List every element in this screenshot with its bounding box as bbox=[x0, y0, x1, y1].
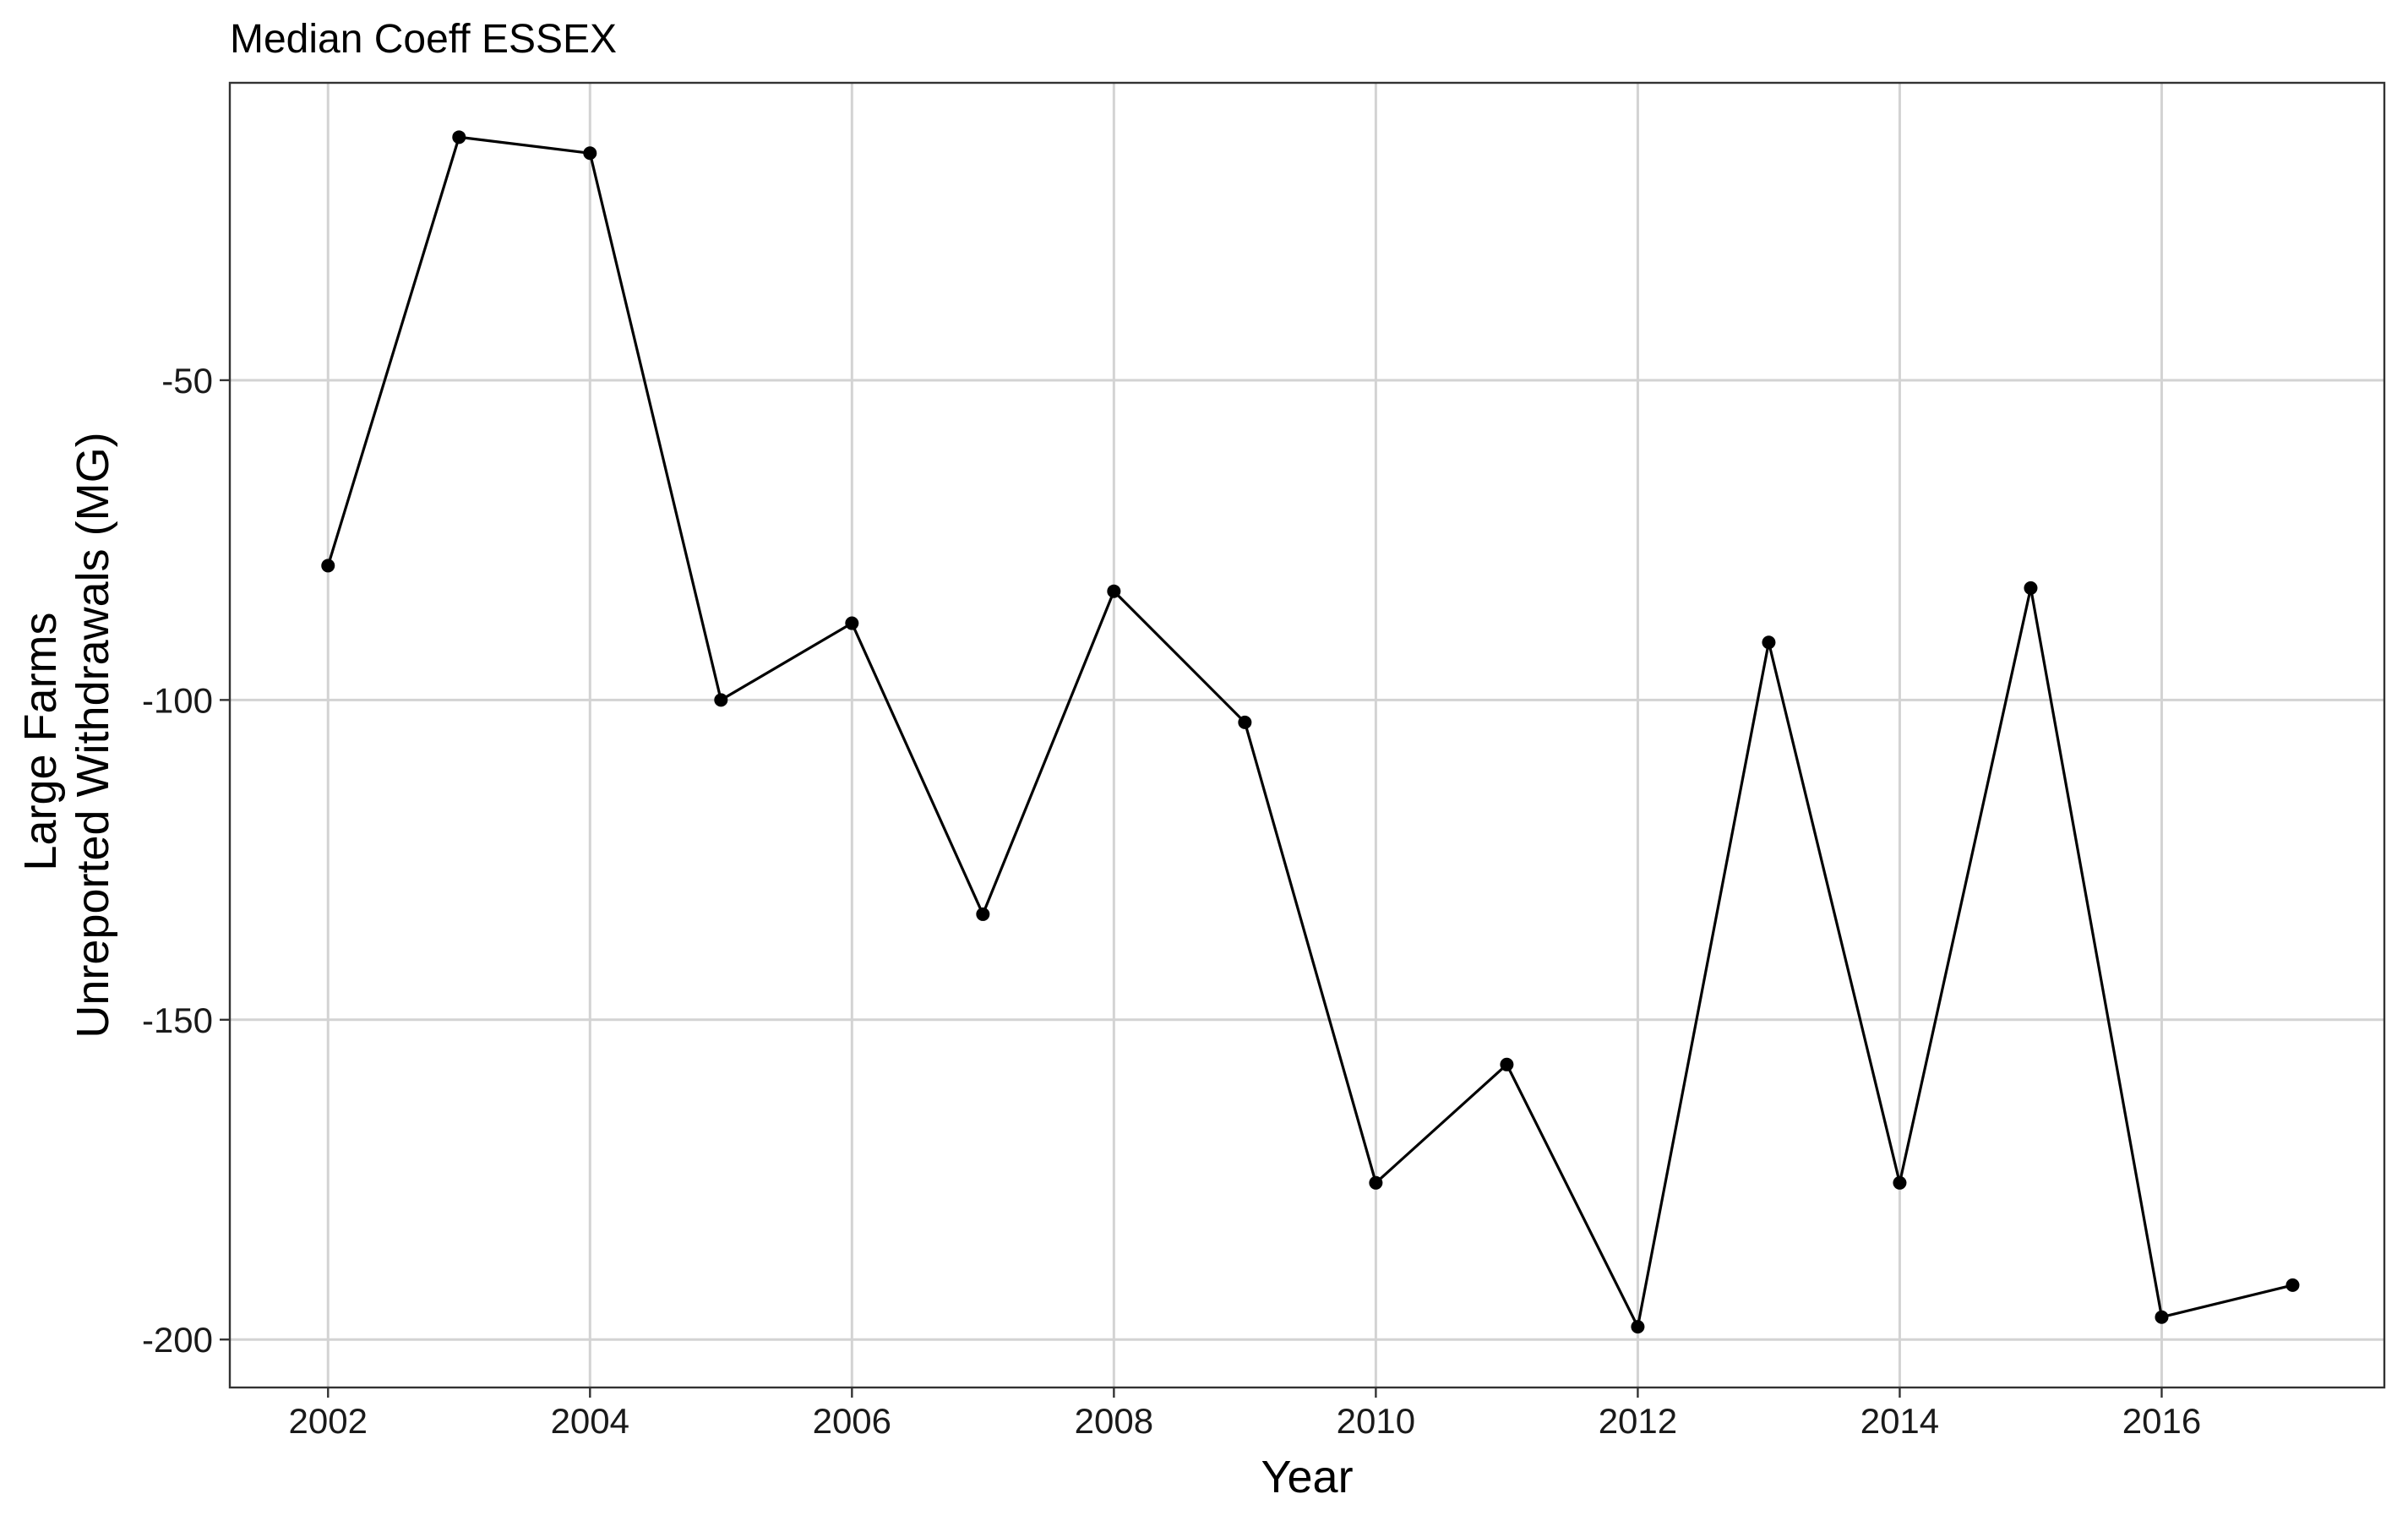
x-tick-label: 2004 bbox=[551, 1401, 629, 1441]
axes: 2002 2004 2006 2008 2010 2012 2014 2016 -200 -150… bbox=[142, 361, 2201, 1441]
data-point bbox=[2024, 581, 2038, 595]
y-axis-title-line-2: Unreported Withdrawals (MG) bbox=[68, 432, 118, 1038]
y-axis-title: Large Farms Unreported Withdrawals (MG) bbox=[15, 432, 118, 1038]
chart-title: Median Coeff ESSEX bbox=[230, 17, 617, 62]
x-tick-label: 2012 bbox=[1599, 1401, 1677, 1441]
data-point bbox=[321, 559, 335, 573]
data-point bbox=[1500, 1057, 1514, 1071]
data-point bbox=[845, 616, 859, 630]
x-tick-label: 2002 bbox=[289, 1401, 368, 1441]
data-point bbox=[2155, 1310, 2169, 1324]
data-point bbox=[1238, 715, 1252, 729]
grid bbox=[230, 83, 2384, 1387]
data-point bbox=[1762, 635, 1776, 650]
data-point bbox=[976, 907, 990, 921]
data-line bbox=[326, 135, 2293, 1332]
x-axis-title: Year bbox=[1261, 1452, 1353, 1502]
x-tick-label: 2008 bbox=[1075, 1401, 1153, 1441]
plot-panel bbox=[228, 81, 2386, 1389]
y-tick-label: -100 bbox=[142, 680, 213, 720]
y-tick-label: -50 bbox=[161, 361, 213, 401]
x-tick-label: 2016 bbox=[2122, 1401, 2201, 1441]
x-tick-label: 2010 bbox=[1337, 1401, 1415, 1441]
y-tick-label: -150 bbox=[142, 1000, 213, 1040]
data-point bbox=[1631, 1320, 1645, 1334]
x-tick-label: 2014 bbox=[1860, 1401, 1939, 1441]
y-axis-title-line-1: Large Farms bbox=[15, 612, 66, 870]
data-point bbox=[1369, 1175, 1383, 1190]
data-point bbox=[2285, 1278, 2300, 1292]
x-tick-label: 2006 bbox=[813, 1401, 891, 1441]
data-point bbox=[1107, 584, 1121, 598]
data-point bbox=[1893, 1175, 1907, 1190]
data-points bbox=[321, 130, 2300, 1334]
y-tick-label: -200 bbox=[142, 1320, 213, 1360]
data-point bbox=[583, 146, 597, 161]
data-point bbox=[452, 130, 466, 144]
data-point bbox=[714, 693, 728, 707]
